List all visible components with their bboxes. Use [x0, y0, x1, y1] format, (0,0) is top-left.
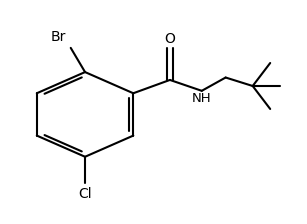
Text: Br: Br [51, 30, 66, 44]
Text: Cl: Cl [78, 187, 92, 201]
Text: NH: NH [191, 92, 211, 105]
Text: O: O [165, 32, 175, 46]
